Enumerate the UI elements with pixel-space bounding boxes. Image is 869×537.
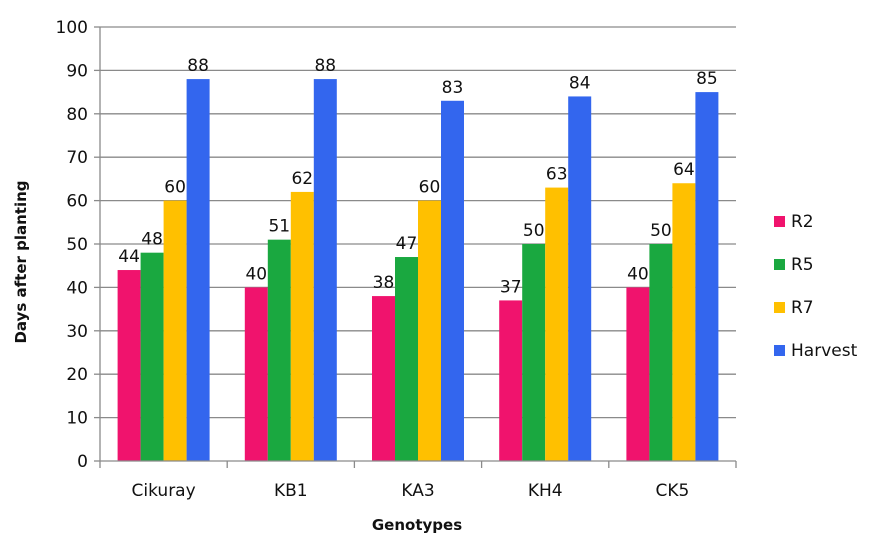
data-label: 48: [141, 230, 163, 250]
data-label: 88: [314, 56, 336, 76]
legend-swatch-harvest: [774, 345, 785, 356]
bar-harvest: [441, 100, 464, 461]
bar-r5: [140, 252, 164, 461]
legend-label: Harvest: [791, 341, 858, 361]
x-tick-label: KA3: [401, 481, 434, 501]
y-tick-labels: 0 10 20 30 40 50 60 70 80 90 100: [56, 18, 88, 472]
legend-swatch-r2: [774, 216, 785, 227]
data-label: 50: [523, 221, 545, 241]
x-tick-label: Cikuray: [132, 481, 196, 501]
x-axis-title: Genotypes: [372, 516, 462, 534]
bar-r5: [267, 239, 291, 461]
data-label: 40: [627, 264, 649, 284]
data-label: 60: [164, 178, 186, 198]
y-tick-label: 40: [66, 278, 88, 298]
bar-r2: [626, 287, 650, 461]
data-label: 60: [419, 178, 441, 198]
data-label: 44: [118, 247, 140, 267]
bar-harvest: [186, 79, 210, 461]
data-label: 47: [396, 234, 418, 254]
data-label: 51: [268, 217, 290, 237]
data-label: 38: [373, 273, 395, 293]
bar-harvest: [695, 92, 719, 461]
x-tick-label: KB1: [274, 481, 308, 501]
y-tick-label: 70: [66, 148, 88, 168]
axes: [99, 27, 737, 468]
data-label: 83: [442, 78, 464, 98]
bar-r7: [672, 183, 696, 462]
bar-r5: [522, 244, 546, 461]
bar-r2: [499, 300, 523, 461]
y-tick-label: 100: [56, 18, 88, 38]
data-label: 88: [187, 56, 209, 76]
x-tick-labels: Cikuray KB1 KA3 KH4 CK5: [132, 481, 690, 501]
data-label: 84: [569, 73, 591, 93]
bar-harvest: [313, 79, 337, 461]
bar-r2: [117, 270, 141, 461]
x-tick-label: CK5: [655, 481, 689, 501]
data-labels: 44 40 38 37 40 48 51 47 50 50 60 62 60 63 64 88 88 83 84 85: [118, 56, 717, 297]
legend-label: R2: [791, 212, 814, 232]
legend-swatch-r7: [774, 302, 785, 313]
bar-r5: [649, 244, 673, 461]
bar-r2: [244, 287, 268, 461]
bar-r7: [545, 187, 569, 461]
legend-label: R5: [791, 255, 814, 275]
data-label: 40: [245, 264, 267, 284]
data-label: 85: [696, 69, 718, 89]
y-tick-label: 80: [66, 105, 88, 125]
data-label: 63: [546, 165, 568, 185]
bar-harvest: [568, 96, 592, 461]
bar-r5: [395, 257, 418, 461]
legend-label: R7: [791, 298, 814, 318]
y-tick-label: 0: [77, 452, 88, 472]
legend: R2 R5 R7 Harvest: [774, 212, 858, 361]
data-label: 50: [650, 221, 672, 241]
data-label: 64: [673, 160, 695, 180]
x-tick-label: KH4: [528, 481, 563, 501]
y-tick-label: 50: [66, 235, 88, 255]
bars: [117, 79, 719, 462]
data-label: 62: [291, 169, 313, 189]
y-tick-label: 10: [66, 409, 88, 429]
bar-r7: [163, 200, 187, 461]
y-tick-label: 30: [66, 322, 88, 342]
bar-r2: [372, 296, 395, 461]
bar-r7: [290, 191, 314, 462]
data-label: 37: [500, 277, 522, 297]
y-tick-label: 60: [66, 192, 88, 212]
y-tick-label: 20: [66, 365, 88, 385]
y-axis-title: Days after planting: [12, 180, 30, 343]
legend-swatch-r5: [774, 259, 785, 270]
y-tick-label: 90: [66, 61, 88, 81]
bar-r7: [418, 200, 441, 461]
